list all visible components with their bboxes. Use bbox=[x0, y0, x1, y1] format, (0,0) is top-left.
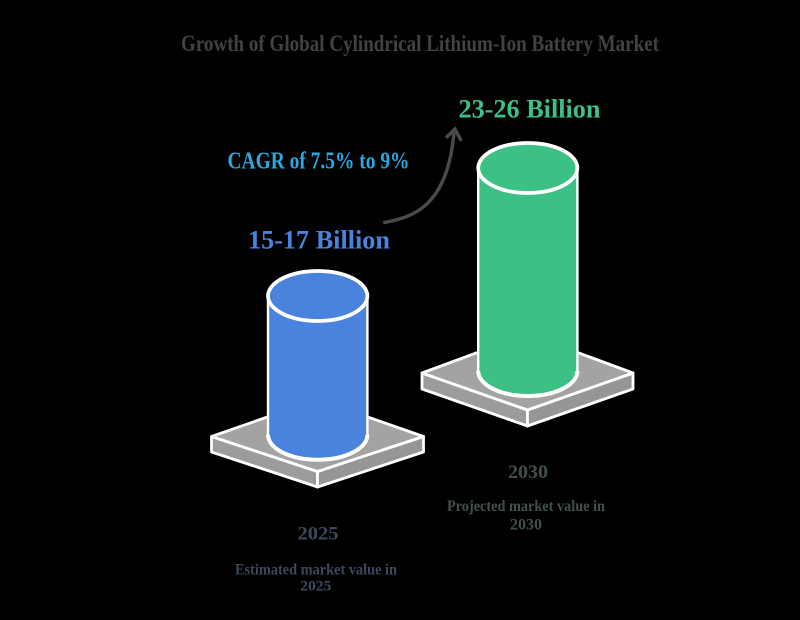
svg-text:CAGR of 7.5% to 9%: CAGR of 7.5% to 9% bbox=[228, 148, 410, 175]
svg-text:2025: 2025 bbox=[298, 525, 339, 545]
svg-text:15-17 Billion: 15-17 Billion bbox=[248, 225, 390, 255]
svg-text:2025: 2025 bbox=[300, 579, 331, 595]
svg-text:Projected market value in: Projected market value in bbox=[447, 497, 605, 515]
svg-text:Estimated market value in: Estimated market value in bbox=[235, 561, 397, 579]
svg-text:Growth of Global Cylindrical L: Growth of Global Cylindrical Lithium-Ion… bbox=[181, 31, 659, 56]
svg-text:2030: 2030 bbox=[510, 517, 542, 534]
svg-text:2030: 2030 bbox=[508, 463, 548, 483]
svg-text:23-26 Billion: 23-26 Billion bbox=[459, 94, 601, 124]
